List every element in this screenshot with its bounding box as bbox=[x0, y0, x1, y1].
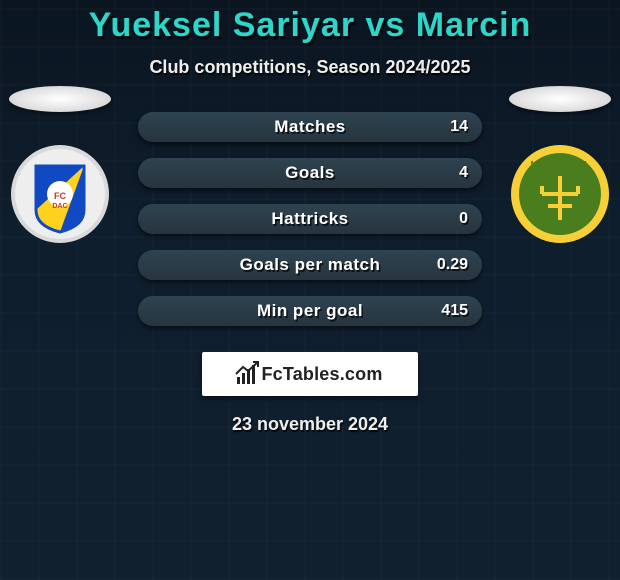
svg-text:FC: FC bbox=[54, 191, 66, 201]
fc-dac-crest-icon: FC DAC bbox=[10, 144, 110, 244]
stat-value: 0.29 bbox=[437, 256, 468, 274]
bar-chart-icon bbox=[237, 365, 255, 384]
subtitle: Club competitions, Season 2024/2025 bbox=[149, 57, 470, 78]
comparison-card: Yueksel Sariyar vs Marcin Club competiti… bbox=[0, 0, 620, 435]
stats-rows: Matches 14 Goals 4 Hattricks 0 Goals per… bbox=[138, 112, 482, 326]
stat-label: Goals per match bbox=[240, 255, 381, 275]
player-right-column: MŠK ŽILINA bbox=[500, 86, 620, 244]
team-right-crest: MŠK ŽILINA bbox=[510, 144, 610, 244]
stat-label: Min per goal bbox=[257, 301, 363, 321]
stat-value: 14 bbox=[450, 118, 468, 136]
team-left-crest: FC DAC bbox=[10, 144, 110, 244]
brand-badge[interactable]: FcTables.com bbox=[202, 352, 418, 396]
stat-row-min-per-goal: Min per goal 415 bbox=[138, 296, 482, 326]
stat-label: Goals bbox=[285, 163, 335, 183]
stat-value: 4 bbox=[459, 164, 468, 182]
stat-row-matches: Matches 14 bbox=[138, 112, 482, 142]
msk-zilina-crest-icon: MŠK ŽILINA bbox=[510, 144, 610, 244]
brand-text: FcTables.com bbox=[261, 364, 382, 385]
stat-label: Hattricks bbox=[271, 209, 348, 229]
date-label: 23 november 2024 bbox=[232, 414, 388, 435]
stat-row-hattricks: Hattricks 0 bbox=[138, 204, 482, 234]
svg-text:MŠK ŽILINA: MŠK ŽILINA bbox=[531, 158, 590, 169]
page-title: Yueksel Sariyar vs Marcin bbox=[89, 6, 532, 45]
player-right-halo bbox=[509, 86, 611, 112]
comparison-body: FC DAC MŠK ŽILINA bbox=[0, 112, 620, 326]
svg-text:DAC: DAC bbox=[52, 203, 67, 210]
stat-label: Matches bbox=[274, 117, 346, 137]
stat-row-goals-per-match: Goals per match 0.29 bbox=[138, 250, 482, 280]
stat-value: 0 bbox=[459, 210, 468, 228]
player-left-halo bbox=[9, 86, 111, 112]
player-left-column: FC DAC bbox=[0, 86, 120, 244]
stat-row-goals: Goals 4 bbox=[138, 158, 482, 188]
stat-value: 415 bbox=[441, 302, 468, 320]
